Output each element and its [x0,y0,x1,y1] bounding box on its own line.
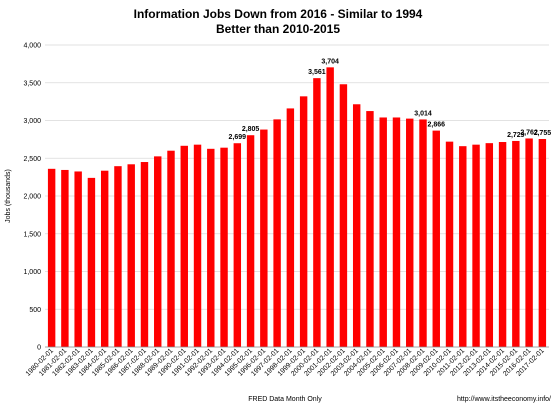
bar [472,144,480,347]
data-label: 2,755 [534,130,552,137]
data-label: 3,561 [308,69,326,76]
bar [233,143,242,347]
bar [220,147,228,347]
data-label: 2,699 [229,134,247,141]
bar [87,177,96,347]
bar [352,104,361,347]
y-axis-title: Jobs (thousands) [5,169,12,223]
bar [47,168,56,347]
bar [379,117,387,347]
bar [366,111,374,347]
bar [193,144,202,347]
bar [61,169,69,347]
chart-title: Information Jobs Down from 2016 - Simila… [134,7,423,21]
bar [406,118,414,347]
y-tick-label: 500 [29,307,41,314]
data-label: 2,805 [242,126,260,133]
bar [419,119,427,348]
x-axis-title: FRED Data Month Only [248,396,322,403]
data-label: 2,866 [427,122,445,129]
data-label: 3,014 [414,110,432,117]
bar [392,117,401,347]
bar [432,130,440,347]
data-label: 2,762 [520,129,538,136]
y-tick-label: 0 [37,345,41,352]
bar [260,129,268,347]
bar [74,171,82,347]
bar [286,108,295,347]
y-tick-label: 3,000 [23,118,41,125]
y-tick-label: 2,500 [23,156,41,163]
bar [127,164,135,347]
y-tick-label: 1,500 [23,231,41,238]
bars [47,67,547,348]
bar [485,143,494,347]
bar [299,96,308,347]
bar [445,141,454,347]
bar [114,166,122,347]
bar [313,78,321,347]
bar [100,170,109,347]
bar [246,135,255,347]
bar [167,150,175,347]
bar [180,145,188,347]
bar [207,148,215,347]
y-tick-label: 1,000 [23,269,41,276]
bar [339,84,348,347]
bar [498,142,507,347]
bar [512,140,520,347]
data-label: 3,704 [321,58,339,65]
bar [140,162,149,347]
y-tick-label: 2,000 [23,194,41,201]
bar [538,138,547,347]
bar [459,146,467,347]
bar [326,67,334,348]
bar [525,138,533,347]
data-label: 2,729 [507,132,525,139]
chart-subtitle: Better than 2010-2015 [216,22,340,36]
x-axis-ticks: 1980-02-011981-02-011982-02-011983-02-01… [25,347,546,377]
y-tick-label: 4,000 [23,43,41,50]
bar [154,156,162,347]
bar [273,119,281,348]
y-tick-label: 3,500 [23,80,41,87]
y-axis-ticks: 0 500 1,000 1,500 2,000 2,500 3,000 3,500 4,000 [23,43,41,352]
source-credit: http://www.itstheeconomy.info/ [457,396,551,403]
